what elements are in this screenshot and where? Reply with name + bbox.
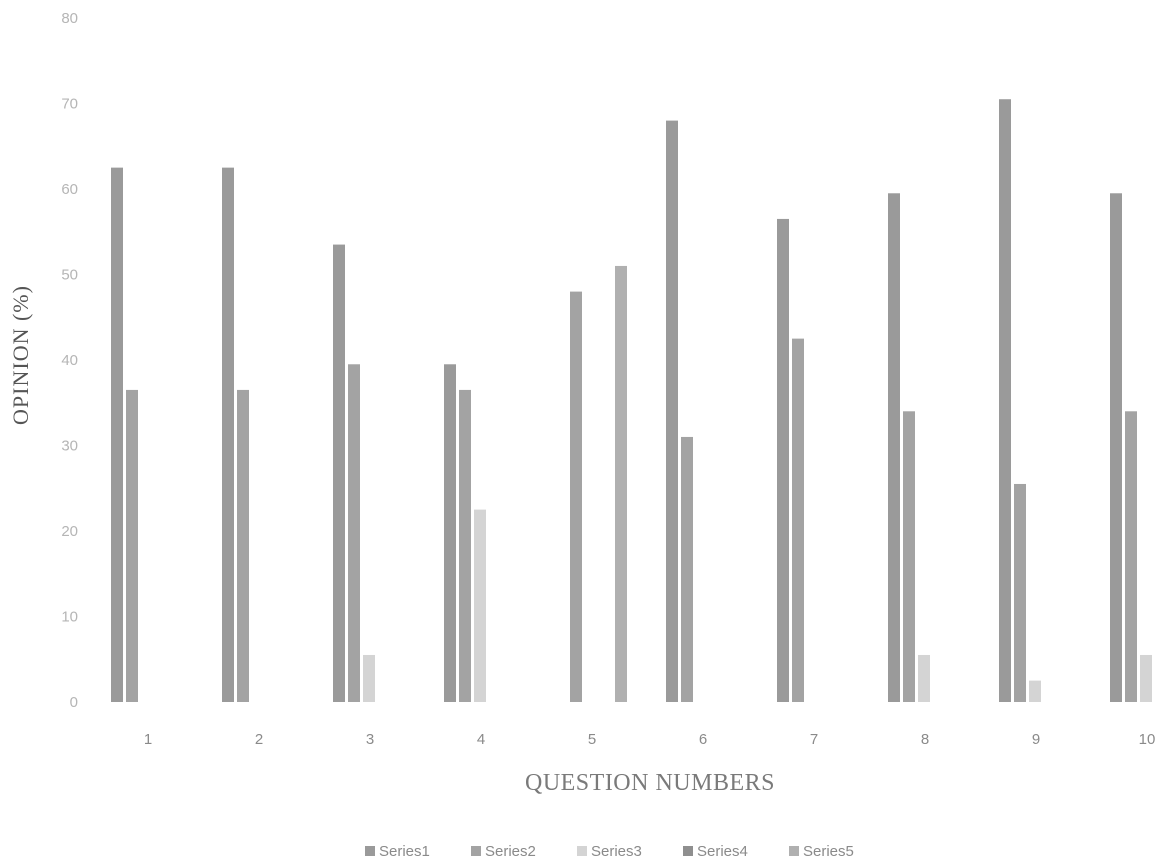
x-tick-label: 7 [810,731,818,748]
legend-label-series5: Series5 [803,843,854,860]
x-tick-label: 6 [699,731,707,748]
x-tick-label: 3 [366,731,374,748]
legend-label-series4: Series4 [697,843,748,860]
bars-group [111,99,1152,702]
legend-swatch-series3 [577,846,587,856]
bar-series2-q6 [681,437,693,702]
bar-series1-q7 [777,219,789,702]
bar-series2-q10 [1125,411,1137,702]
legend-label-series2: Series2 [485,843,536,860]
bar-series2-q4 [459,390,471,702]
bar-series1-q4 [444,364,456,702]
bar-series1-q9 [999,99,1011,702]
y-tick-label: 40 [61,352,78,369]
bar-series3-q8 [918,655,930,702]
y-tick-label: 10 [61,609,78,626]
bar-series2-q3 [348,364,360,702]
x-tick-label: 9 [1032,731,1040,748]
bar-series5-q5 [615,266,627,702]
bar-series3-q10 [1140,655,1152,702]
y-tick-label: 60 [61,181,78,198]
legend-swatch-series5 [789,846,799,856]
x-tick-label: 5 [588,731,596,748]
y-tick-label: 20 [61,523,78,540]
y-axis-ticks: 0 10 20 30 40 50 60 70 80 [61,10,78,711]
legend-swatch-series4 [683,846,693,856]
x-axis-title: QUESTION NUMBERS [525,770,775,796]
bar-series2-q5 [570,292,582,702]
y-tick-label: 30 [61,438,78,455]
y-tick-label: 70 [61,96,78,113]
legend: Series1 Series2 Series3 Series4 Series5 [365,843,854,860]
y-axis-title: OPINION (%) [8,285,33,425]
x-tick-label: 2 [255,731,263,748]
bar-series1-q6 [666,121,678,702]
y-tick-label: 50 [61,267,78,284]
bar-series2-q9 [1014,484,1026,702]
bar-series1-q8 [888,193,900,702]
y-tick-label: 0 [70,694,78,711]
legend-swatch-series2 [471,846,481,856]
x-axis-ticks: 1 2 3 4 5 6 7 8 9 10 [144,731,1156,748]
x-tick-label: 10 [1139,731,1156,748]
legend-label-series1: Series1 [379,843,430,860]
bar-series2-q7 [792,339,804,702]
bar-series1-q2 [222,168,234,702]
bar-series2-q8 [903,411,915,702]
bar-series1-q3 [333,245,345,702]
bar-series3-q4 [474,510,486,702]
bar-series1-q10 [1110,193,1122,702]
y-tick-label: 80 [61,10,78,27]
bar-series3-q3 [363,655,375,702]
x-tick-label: 1 [144,731,152,748]
bar-series1-q1 [111,168,123,702]
x-tick-label: 4 [477,731,485,748]
legend-swatch-series1 [365,846,375,856]
legend-label-series3: Series3 [591,843,642,860]
bar-series2-q2 [237,390,249,702]
bar-series3-q9 [1029,681,1041,702]
x-tick-label: 8 [921,731,929,748]
bar-series2-q1 [126,390,138,702]
